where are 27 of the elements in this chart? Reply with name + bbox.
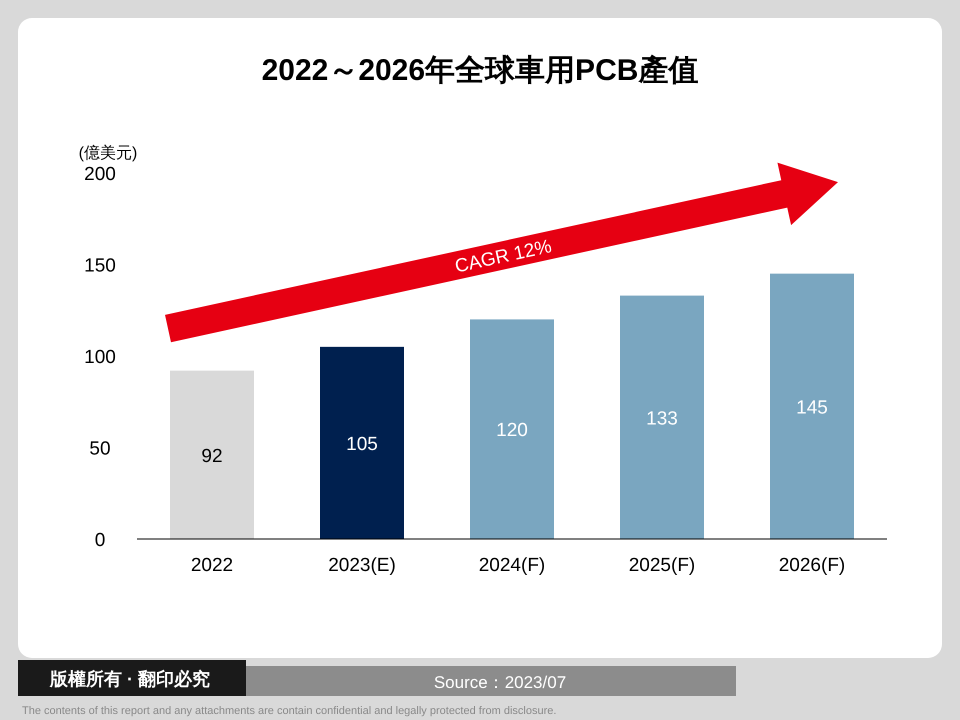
data-label: 105 [346, 434, 378, 455]
source-note: Source：2023/07 [434, 673, 566, 692]
data-label: 92 [201, 446, 223, 467]
y-tick-label: 150 [84, 256, 116, 276]
text: The contents of this report and any attachments are contain confidential and legally protected from disclosure. [22, 705, 556, 717]
bar [170, 370, 254, 539]
y-tick-label: 0 [94, 530, 106, 551]
x-tick-label: 2024(F) [478, 555, 546, 576]
bar [620, 296, 704, 539]
y-tick-label: 100 [84, 347, 116, 368]
x-tick-label: 2022 [190, 555, 234, 576]
bar [470, 319, 554, 539]
data-label: 120 [496, 420, 528, 442]
arrow: CAGR 12% [165, 162, 838, 342]
data-label: 145 [796, 397, 828, 418]
chart-title: 2022～2026年全球車用PCB產值 [262, 54, 698, 87]
y-tick-label: 50 [89, 438, 111, 460]
y-axis-title: (億美元) [78, 144, 138, 162]
text: 版權所有 · 翻印必究 [49, 669, 210, 689]
bar [320, 346, 404, 539]
data-label: 133 [646, 408, 678, 430]
x-tick-label: 2023(E) [328, 555, 396, 576]
x-tick-label: 2026(F) [778, 555, 846, 576]
y-tick-label: 200 [84, 164, 116, 185]
annotation: CAGR 12% [453, 236, 554, 278]
bar [770, 274, 854, 539]
x-tick-label: 2025(F) [628, 555, 696, 576]
